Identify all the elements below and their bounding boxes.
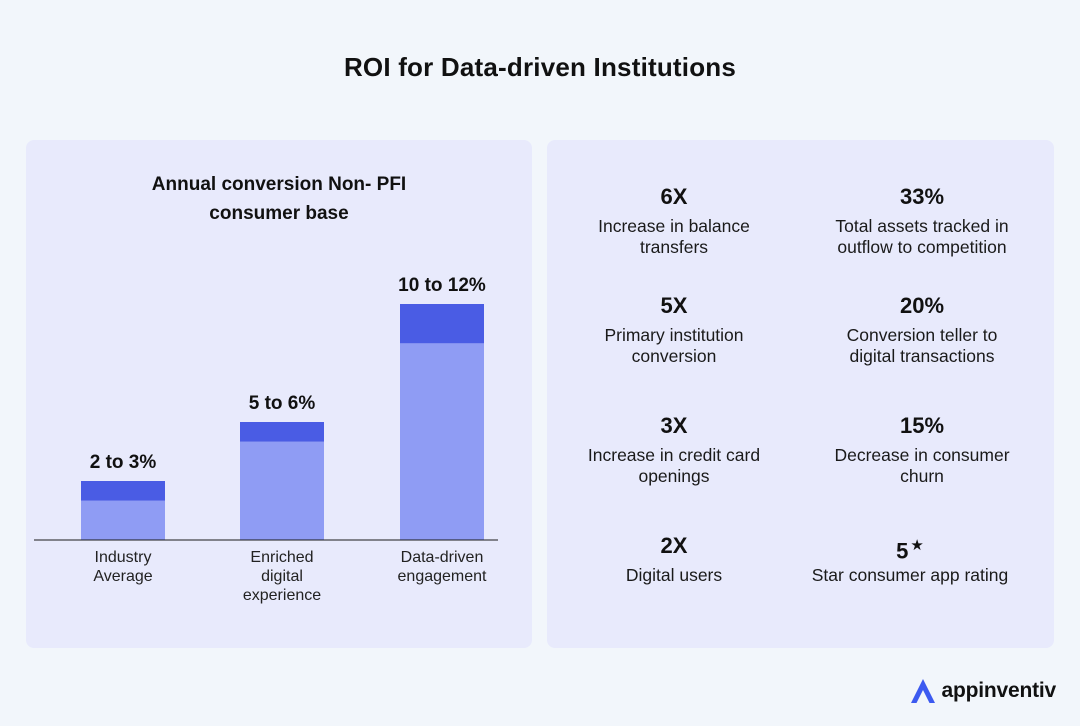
stat-desc-line: transfers	[639, 237, 709, 257]
category-label-1-line-1: digital	[261, 568, 303, 585]
bar-chart: 2 to 3% Industry Average 5 to 6% Enriched dig…	[34, 275, 498, 604]
chart-panel: Annual conversion Non- PFI consumer base…	[26, 140, 532, 648]
stat-value: 3X	[660, 413, 688, 438]
bar-low-0	[81, 500, 165, 540]
stat-desc-line: Primary institution	[604, 325, 744, 345]
stat-desc-line: openings	[638, 466, 710, 486]
bar-high-1	[240, 422, 324, 442]
chart-title: Annual conversion Non- PFI consumer base	[26, 170, 532, 228]
stat-consumer-churn: 15% Decrease in consumer churn	[802, 413, 1042, 487]
stat-desc-line: Conversion teller to	[846, 325, 998, 345]
stat-value: 5X	[660, 293, 688, 318]
stat-description: Increase in balance transfers	[554, 216, 794, 258]
stat-description: Increase in credit card openings	[554, 445, 794, 487]
bar-value-label-2: 10 to 12%	[398, 275, 486, 296]
bar-low-2	[400, 343, 484, 540]
bar-value-label-1: 5 to 6%	[249, 393, 316, 414]
stat-desc-line: Increase in credit card	[587, 445, 761, 465]
bar-high-0	[81, 481, 165, 501]
stat-desc-line: Digital users	[625, 565, 723, 585]
stat-desc-line: outflow to competition	[837, 237, 1007, 257]
stat-value: 6X	[660, 184, 688, 209]
stat-desc-line: Star consumer app rating	[811, 565, 1009, 585]
stat-desc-line: conversion	[631, 346, 717, 366]
category-label-1-line-0: Enriched	[250, 549, 313, 566]
stat-desc-line: churn	[900, 466, 944, 486]
bar-low-1	[240, 441, 324, 540]
labels-layer: 2 to 3% Industry Average 5 to 6% Enriched dig…	[90, 275, 487, 604]
category-label-1-line-2: experience	[243, 587, 321, 604]
chart-title-line-2: consumer base	[209, 203, 349, 224]
stat-value: 33%	[899, 184, 945, 209]
stat-teller-conversion: 20% Conversion teller to digital transac…	[802, 293, 1042, 367]
brand-logo: appinventiv	[910, 678, 1057, 704]
stat-app-rating: 5 ★ Star consumer app rating	[790, 533, 1030, 586]
category-label-2-line-1: engagement	[398, 568, 488, 585]
stat-primary-institution: 5X Primary institution conversion	[554, 293, 794, 367]
stat-digital-users: 2X Digital users	[554, 533, 794, 586]
bar-high-2	[400, 304, 484, 344]
chart-title-line-1: Annual conversion Non- PFI	[151, 174, 407, 195]
star-icon: ★	[910, 537, 924, 554]
stat-description: Total assets tracked in outflow to compe…	[802, 216, 1042, 258]
stat-balance-transfers: 6X Increase in balance transfers	[554, 184, 794, 258]
stat-desc-line: Decrease in consumer	[834, 445, 1010, 465]
stat-description: Conversion teller to digital transaction…	[802, 325, 1042, 367]
stat-credit-card: 3X Increase in credit card openings	[554, 413, 794, 487]
stat-desc-line: Total assets tracked in	[835, 216, 1009, 236]
appinventiv-logo-icon	[910, 679, 935, 703]
category-label-2-line-0: Data-driven	[401, 549, 484, 566]
stat-desc-line: digital transactions	[849, 346, 995, 366]
stat-assets-tracked: 33% Total assets tracked in outflow to c…	[802, 184, 1042, 258]
stats-panel: 6X Increase in balance transfers 33% Tot…	[547, 140, 1054, 648]
page-title: ROI for Data-driven Institutions	[343, 52, 737, 82]
stat-value-number: 5	[896, 538, 909, 564]
stat-description: Star consumer app rating	[790, 565, 1030, 586]
stat-description: Primary institution conversion	[554, 325, 794, 367]
bar-value-label-0: 2 to 3%	[90, 452, 157, 473]
stat-value: 2X	[660, 533, 688, 558]
category-label-0-line-0: Industry	[95, 549, 152, 566]
stat-value: 15%	[899, 413, 945, 438]
stat-value: 20%	[899, 293, 945, 318]
brand-name: appinventiv	[941, 679, 1057, 702]
bars-layer	[81, 304, 484, 540]
stat-desc-line: Increase in balance	[598, 216, 750, 236]
stat-value: 5 ★	[790, 533, 1030, 563]
stat-description: Digital users	[554, 565, 794, 586]
stat-description: Decrease in consumer churn	[802, 445, 1042, 487]
category-label-0-line-1: Average	[93, 568, 152, 585]
